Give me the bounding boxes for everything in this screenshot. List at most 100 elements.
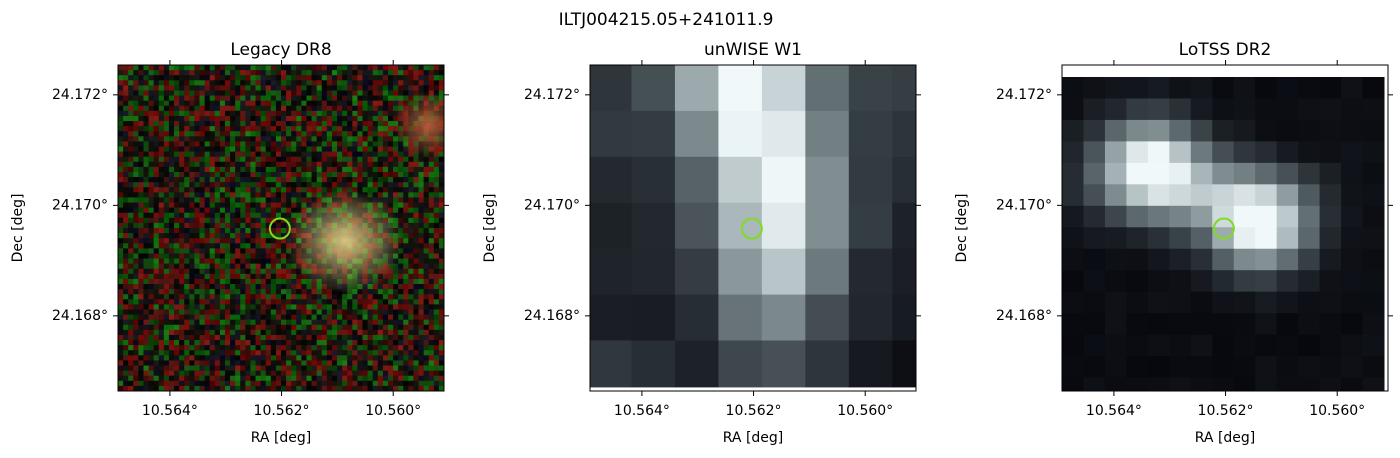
pixel	[377, 80, 384, 86]
pixel	[123, 131, 129, 137]
pixel	[408, 171, 414, 178]
pixel	[387, 350, 394, 356]
pixel	[1147, 141, 1170, 164]
pixel	[153, 136, 160, 142]
pixel	[367, 329, 374, 336]
pixel	[118, 70, 124, 76]
pixel	[311, 299, 318, 305]
pixel	[194, 278, 200, 285]
pixel	[163, 258, 170, 265]
pixel	[1362, 356, 1385, 379]
pixel	[133, 182, 139, 188]
pixel	[153, 268, 160, 275]
pixel	[224, 340, 231, 346]
pixel	[423, 171, 430, 178]
pixel	[1126, 313, 1149, 336]
pixel	[128, 248, 134, 254]
pixel	[275, 141, 282, 147]
pixel	[189, 324, 195, 331]
pixel	[1126, 98, 1149, 121]
pixel	[194, 319, 200, 326]
pixel	[148, 217, 155, 224]
pixel	[199, 217, 205, 224]
pixel	[260, 355, 267, 361]
pixel	[214, 385, 221, 391]
pixel	[209, 304, 216, 310]
pixel	[153, 273, 160, 280]
pixel	[133, 380, 139, 387]
pixel	[209, 115, 216, 122]
pixel	[331, 345, 338, 351]
pixel	[281, 136, 287, 142]
pixel	[848, 340, 894, 388]
pixel	[352, 177, 358, 183]
pixel	[306, 370, 312, 377]
pixel	[118, 365, 124, 372]
pixel	[250, 299, 256, 305]
pixel	[138, 202, 144, 209]
pixel	[403, 385, 409, 391]
pixel	[275, 334, 282, 341]
pixel	[265, 314, 272, 321]
pixel	[270, 126, 277, 132]
pixel	[393, 340, 399, 346]
pixel	[433, 268, 440, 275]
pixel	[189, 314, 195, 321]
pixel	[224, 105, 231, 112]
pixel	[143, 156, 149, 163]
pixel	[408, 70, 414, 76]
pixel	[168, 146, 175, 152]
pixel	[224, 350, 231, 356]
pixel	[138, 85, 144, 91]
pixel	[362, 75, 368, 81]
pixel	[275, 177, 282, 183]
pixel	[168, 100, 175, 107]
pixel	[123, 385, 129, 391]
pixel	[148, 355, 155, 361]
pixel	[321, 329, 328, 336]
pixel	[158, 324, 165, 331]
pixel	[204, 304, 211, 310]
pixel	[250, 75, 256, 81]
pixel	[275, 202, 282, 209]
pixel	[163, 95, 170, 102]
pixel	[337, 171, 343, 178]
pixel	[433, 197, 440, 203]
pixel	[311, 136, 318, 142]
pixel	[296, 182, 302, 188]
pixel	[1190, 162, 1213, 185]
pixel	[331, 380, 338, 387]
pixel	[230, 212, 236, 219]
pixel	[1255, 248, 1278, 271]
pixel	[377, 75, 384, 81]
pixel	[367, 131, 374, 137]
pixel	[158, 100, 165, 107]
pixel	[1212, 205, 1235, 228]
pixel	[179, 212, 185, 219]
pixel	[1298, 291, 1321, 314]
pixel	[270, 243, 277, 249]
pixel	[418, 294, 425, 300]
pixel	[306, 110, 312, 117]
pixel	[128, 136, 134, 142]
pixel	[148, 141, 155, 147]
pixel	[337, 319, 343, 326]
pixel	[168, 340, 175, 346]
pixel	[204, 355, 211, 361]
pixel	[275, 243, 282, 249]
pixel	[204, 385, 211, 391]
pixel	[387, 334, 394, 341]
pixel	[133, 350, 139, 356]
pixel	[174, 90, 180, 96]
pixel	[174, 304, 180, 310]
pixel	[270, 65, 277, 71]
pixel	[275, 192, 282, 198]
pixel	[174, 370, 180, 377]
pixel	[382, 294, 389, 300]
pixel	[168, 273, 175, 280]
pixel	[240, 228, 246, 234]
pixel	[423, 243, 430, 249]
pixel	[133, 212, 139, 219]
pixel	[245, 146, 251, 152]
pixel	[296, 95, 302, 102]
